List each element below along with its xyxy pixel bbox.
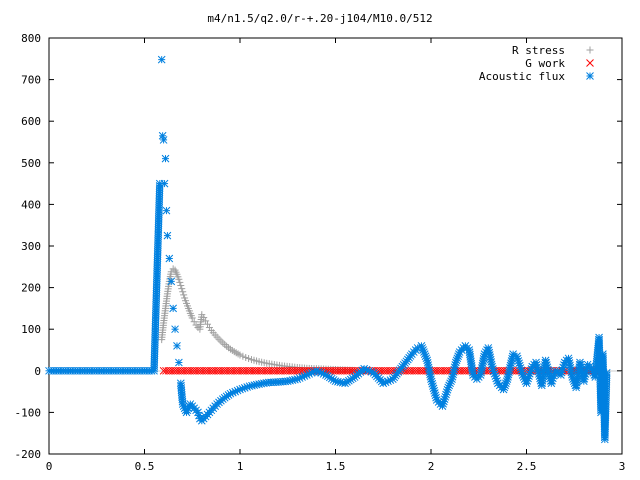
data-point-r-stress [202,317,210,325]
y-tick-label: 600 [21,115,41,128]
y-tick-label: 500 [21,157,41,170]
y-tick-label: 800 [21,32,41,45]
y-tick-label: 200 [21,282,41,295]
data-point-r-stress [219,339,227,347]
y-tick-label: -100 [15,406,42,419]
data-point-r-stress [190,318,198,326]
data-point-r-stress [177,282,185,290]
x-tick-label: 0 [46,460,53,473]
data-point-r-stress [242,353,250,361]
y-tick-label: 300 [21,240,41,253]
x-tick-label: 1.5 [326,460,346,473]
x-tick-label: 2 [428,460,435,473]
legend-marker-r-stress [586,46,594,54]
series-r-stress [158,265,359,374]
fill-point-r-stress [180,291,188,299]
y-tick-label: 400 [21,198,41,211]
data-point-r-stress [236,351,244,359]
x-tick-label: 0.5 [135,460,155,473]
data-point-r-stress [175,275,183,283]
fill-point-r-stress [221,341,229,349]
fill-point-r-stress [245,355,253,363]
fill-point-r-stress [176,278,184,286]
data-point-acoustic-flux [160,179,169,188]
y-tick-label: 700 [21,74,41,87]
data-point-acoustic-flux [602,369,611,377]
data-point-acoustic-flux [159,136,168,144]
data-point-r-stress [204,320,212,328]
x-tick-label: 1 [237,460,244,473]
data-point-acoustic-flux [175,358,183,367]
data-point-acoustic-flux [167,277,176,286]
y-tick-label: -200 [15,448,42,461]
legend-marker-acoustic-flux [586,72,594,80]
data-point-acoustic-flux [157,55,166,64]
data-point-acoustic-flux [163,231,172,240]
fill-point-r-stress [217,337,225,345]
data-point-r-stress [188,314,196,322]
fill-point-r-stress [239,352,247,360]
legend-label-g-work: G work [525,57,565,70]
legend-label-acoustic-flux: Acoustic flux [479,70,565,83]
data-point-acoustic-flux [173,341,181,350]
legend-marker-g-work [586,59,594,67]
data-point-acoustic-flux [158,131,167,140]
data-point-r-stress [179,288,187,296]
data-point-acoustic-flux [161,154,170,163]
series-acoustic-flux [45,55,611,444]
series-layer [45,55,611,444]
y-tick-label: 100 [21,323,41,336]
plot-frame [48,37,623,455]
axis-ticks: 0 0.5 1 1.5 2 2.5 3 -200 -100 0 100 200 300 400 500 600… [15,32,626,473]
fill-point-r-stress [178,285,186,293]
y-tick-label: 0 [34,365,41,378]
data-point-acoustic-flux [171,325,179,334]
data-point-acoustic-flux [169,304,178,313]
legend-label-r-stress: R stress [512,44,565,57]
chart-title: m4/n1.5/q2.0/r-+.20-j104/M10.0/512 [207,12,432,25]
x-tick-label: 2.5 [517,460,537,473]
x-tick-label: 3 [619,460,626,473]
data-point-acoustic-flux [162,206,171,215]
data-point-acoustic-flux [165,254,174,263]
